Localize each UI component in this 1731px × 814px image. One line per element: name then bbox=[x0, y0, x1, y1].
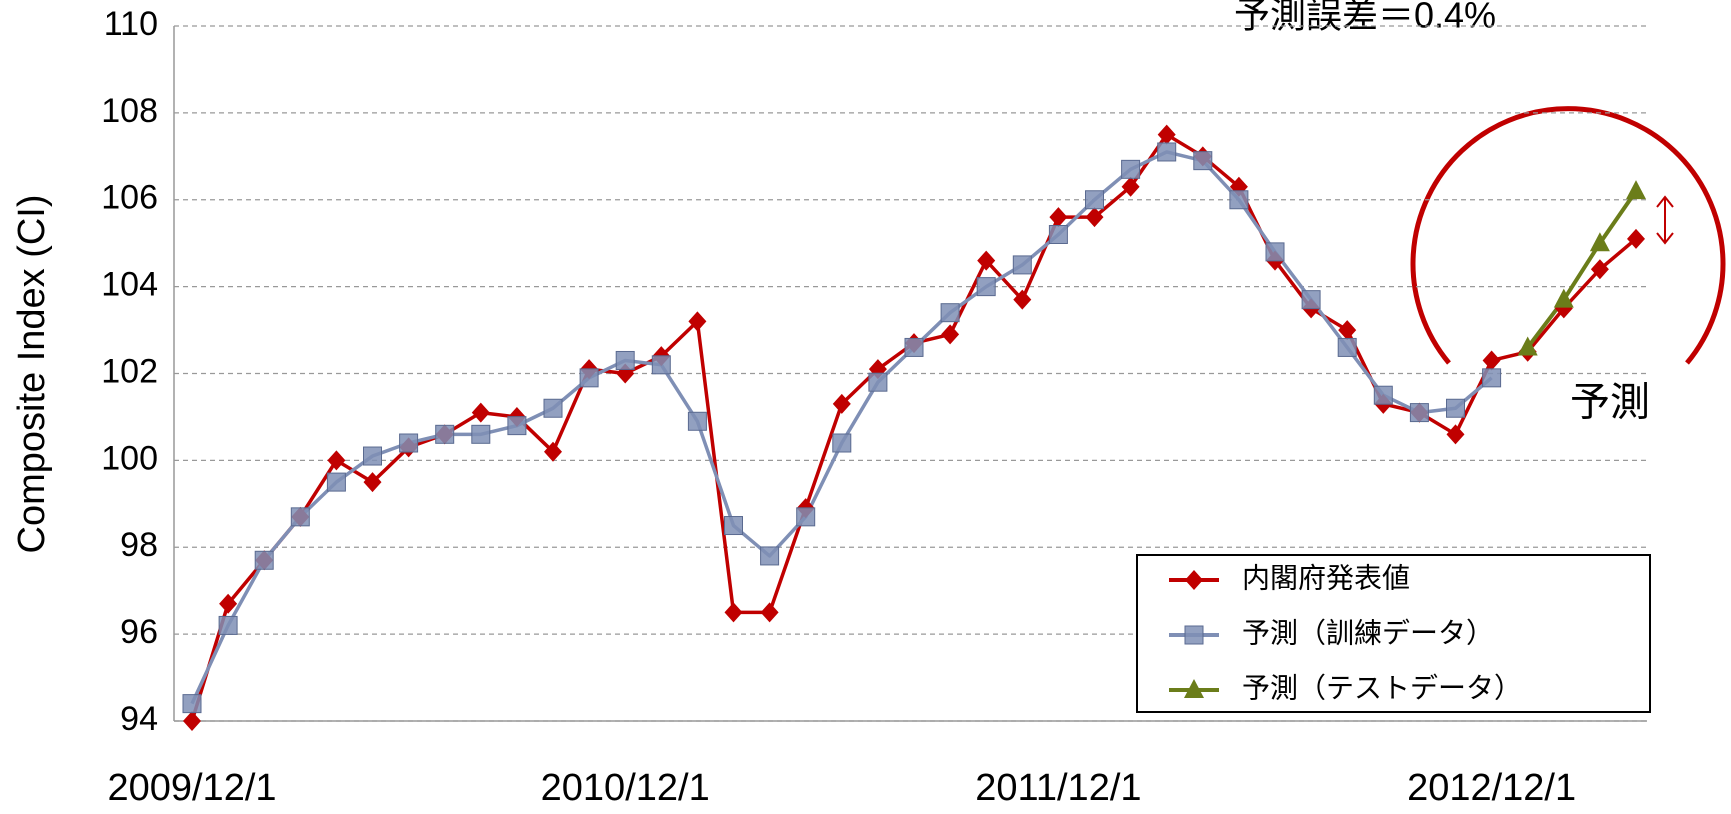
square-marker bbox=[1193, 151, 1213, 171]
diamond-marker bbox=[363, 472, 382, 493]
square-marker bbox=[940, 303, 960, 323]
diamond-marker bbox=[1185, 570, 1203, 590]
square-marker bbox=[1446, 398, 1465, 418]
square-marker bbox=[182, 694, 202, 714]
diamond-marker bbox=[941, 324, 960, 345]
diamond-marker bbox=[1013, 289, 1032, 310]
y-tick-label: 104 bbox=[101, 266, 158, 304]
square-marker bbox=[976, 277, 996, 297]
triangle-marker bbox=[1553, 288, 1574, 308]
square-marker bbox=[1265, 242, 1285, 262]
diamond-marker bbox=[1482, 350, 1501, 371]
diamond-marker bbox=[544, 441, 562, 462]
triangle-marker bbox=[1517, 336, 1538, 356]
square-marker bbox=[1337, 337, 1357, 357]
forecast-label: 予測 bbox=[1570, 381, 1650, 425]
square-marker bbox=[1373, 385, 1393, 405]
y-tick-label: 98 bbox=[120, 526, 158, 564]
square-marker bbox=[399, 433, 419, 453]
diamond-marker bbox=[1590, 259, 1609, 280]
triangle-marker bbox=[1626, 180, 1646, 200]
diamond-marker bbox=[724, 602, 743, 623]
square-marker bbox=[796, 507, 816, 527]
legend-label: 予測（訓練データ） bbox=[1242, 617, 1494, 648]
diamond-marker bbox=[471, 402, 490, 423]
square-marker bbox=[471, 424, 491, 444]
square-marker bbox=[326, 472, 346, 492]
x-tick-label: 2012/12/1 bbox=[1407, 767, 1576, 809]
diamond-marker bbox=[1338, 320, 1357, 341]
square-marker bbox=[651, 355, 671, 375]
diamond-marker bbox=[1446, 424, 1465, 445]
square-marker bbox=[1184, 625, 1204, 645]
y-tick-label: 102 bbox=[101, 352, 158, 390]
diamond-marker bbox=[1085, 207, 1104, 228]
x-tick-label: 2011/12/1 bbox=[975, 767, 1141, 809]
square-marker bbox=[290, 507, 310, 527]
square-marker bbox=[760, 546, 780, 566]
forecast-circle bbox=[1410, 106, 1726, 365]
square-marker bbox=[1482, 368, 1502, 388]
triangle-marker bbox=[1589, 232, 1610, 252]
square-marker bbox=[218, 615, 238, 635]
square-marker bbox=[579, 368, 599, 388]
square-marker bbox=[254, 550, 274, 570]
diamond-marker bbox=[832, 393, 851, 414]
legend-label: 予測（テストデータ） bbox=[1242, 672, 1522, 703]
square-marker bbox=[435, 424, 455, 444]
square-marker bbox=[1229, 190, 1249, 210]
diamond-marker bbox=[219, 593, 238, 614]
diamond-marker bbox=[1121, 176, 1140, 197]
square-marker bbox=[1157, 142, 1177, 162]
x-tick-label: 2009/12/1 bbox=[107, 767, 276, 809]
square-marker bbox=[1301, 290, 1321, 310]
diamond-marker bbox=[977, 250, 996, 271]
square-marker bbox=[1048, 225, 1068, 244]
legend-box bbox=[1136, 554, 1651, 713]
square-marker bbox=[1012, 255, 1032, 275]
x-tick-label: 2010/12/1 bbox=[541, 767, 710, 809]
diamond-marker bbox=[183, 711, 201, 731]
square-marker bbox=[687, 411, 707, 431]
error-arrow bbox=[1656, 195, 1674, 245]
y-tick-label: 94 bbox=[120, 700, 158, 738]
diamond-marker bbox=[1157, 124, 1176, 145]
series-line bbox=[1526, 189, 1638, 349]
y-tick-label: 100 bbox=[101, 439, 158, 477]
diamond-marker bbox=[688, 311, 707, 332]
square-marker bbox=[507, 416, 527, 436]
square-marker bbox=[363, 446, 382, 466]
y-tick-label: 108 bbox=[101, 92, 158, 130]
y-tick-label: 96 bbox=[120, 613, 158, 651]
diamond-marker bbox=[1627, 228, 1645, 249]
y-tick-label: 106 bbox=[101, 179, 158, 217]
square-marker bbox=[1085, 190, 1104, 210]
triangle-marker bbox=[1184, 679, 1204, 698]
square-marker bbox=[1409, 403, 1429, 423]
square-marker bbox=[543, 398, 563, 418]
diamond-marker bbox=[1049, 207, 1068, 228]
square-marker bbox=[832, 433, 852, 453]
legend-label: 内閣府発表値 bbox=[1242, 562, 1410, 593]
square-marker bbox=[904, 337, 924, 357]
diamond-marker bbox=[760, 602, 779, 623]
square-marker bbox=[868, 372, 888, 392]
square-marker bbox=[615, 350, 635, 370]
diamond-marker bbox=[327, 450, 346, 471]
y-tick-label: 110 bbox=[104, 5, 158, 43]
error-annotation: 予測誤差＝0.4% bbox=[1234, 0, 1496, 36]
square-marker bbox=[724, 516, 743, 536]
square-marker bbox=[1121, 159, 1141, 179]
y-axis-label: Composite Index (CI) bbox=[11, 194, 53, 553]
